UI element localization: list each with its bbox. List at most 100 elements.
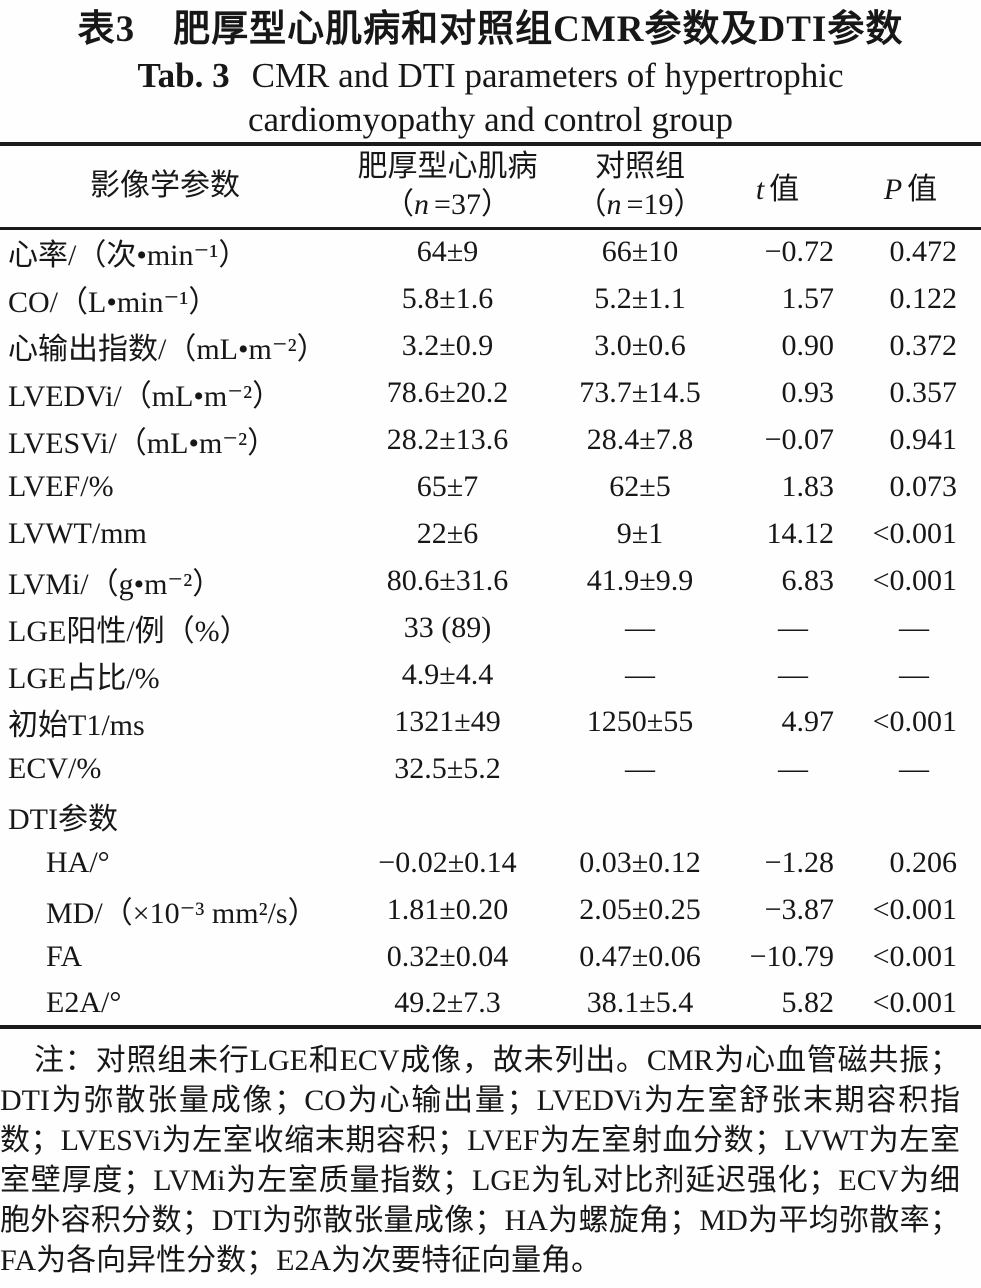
cell-control-value: —	[625, 657, 655, 691]
cell-control-value: 66±10	[601, 235, 679, 269]
row-label: E2A/°	[46, 985, 122, 1019]
cell-hcm-value: 4.9±4.4	[401, 657, 494, 691]
cell-t-value: —	[778, 657, 808, 691]
table-row: LVESVi/（mL•m⁻²） 28.2±13.6 28.4±7.8 −0.07…	[0, 416, 981, 463]
cell-p-value	[840, 792, 981, 839]
cell-p-value: —	[899, 657, 929, 691]
row-label: LVEDVi/（mL•m⁻²）	[8, 379, 283, 413]
header-control-group: 对照组 （n =19）	[576, 150, 704, 222]
cell-p-value: 0.372	[889, 328, 958, 362]
cell-t-value: —	[778, 751, 808, 785]
cell-t-value: −3.87	[764, 892, 834, 926]
cell-p-value: —	[899, 751, 929, 785]
cell-t-value: 6.83	[781, 563, 835, 597]
header-hcm-group: 肥厚型心肌病 （n =37）	[357, 150, 538, 222]
cell-hcm-value: 0.32±0.04	[386, 939, 509, 973]
cell-p-value: 0.122	[889, 281, 958, 315]
cell-control-value: 5.2±1.1	[594, 281, 686, 315]
cell-p-value: 0.357	[889, 375, 958, 409]
cell-t-value: 0.93	[781, 375, 835, 409]
table-row: FA 0.32±0.04 0.47±0.06 −10.79 <0.001	[0, 933, 981, 980]
cell-t-value: 1.57	[781, 281, 835, 315]
table-title-en-line2: cardiomyopathy and control group	[247, 100, 733, 139]
table-body: 心率/（次•min⁻¹） 64±9 66±10 −0.72 0.472 CO/（…	[0, 228, 981, 1027]
row-label: CO/（L•min⁻¹）	[8, 285, 219, 319]
cell-control-value: 38.1±5.4	[586, 985, 694, 1019]
cell-hcm-value: 5.8±1.6	[401, 281, 494, 315]
row-label: 心输出指数/（mL•m⁻²）	[8, 332, 327, 366]
cell-p-value: <0.001	[872, 563, 957, 597]
cell-t-value: −1.28	[764, 845, 834, 879]
cell-t-value: −0.07	[764, 422, 834, 456]
table-row: LGE阳性/例（%） 33 (89) — — —	[0, 604, 981, 651]
cell-p-value: —	[899, 610, 929, 644]
row-label: FA	[46, 939, 83, 973]
table-row: E2A/° 49.2±7.3 38.1±5.4 5.82 <0.001	[0, 980, 981, 1027]
cell-hcm-value: 78.6±20.2	[386, 375, 509, 409]
cell-control-value: 62±5	[609, 469, 671, 503]
cell-hcm-value: 1321±49	[394, 704, 501, 738]
cell-hcm-value: 65±7	[416, 469, 479, 503]
cell-control-value: 0.03±0.12	[579, 845, 701, 879]
cell-control-value: 73.7±14.5	[579, 375, 701, 409]
row-label: LGE阳性/例（%）	[8, 614, 250, 648]
cell-control-value: 41.9±9.9	[586, 563, 694, 597]
table-row: DTI参数	[0, 792, 981, 839]
row-label: HA/°	[46, 845, 110, 879]
cell-p-value: <0.001	[872, 939, 957, 973]
table-row: LVEF/% 65±7 62±5 1.83 0.073	[0, 463, 981, 510]
table-note: 注：对照组未行LGE和ECV成像，故未列出。CMR为心血管磁共振；DTI为弥散张…	[0, 1044, 960, 1277]
table-row: ECV/% 32.5±5.2 — — —	[0, 745, 981, 792]
cell-control-value: —	[625, 610, 655, 644]
cell-p-value: 0.073	[889, 469, 958, 503]
cell-control-value: 0.47±0.06	[579, 939, 701, 973]
row-label: LVESVi/（mL•m⁻²）	[8, 426, 278, 460]
table-row: HA/° −0.02±0.14 0.03±0.12 −1.28 0.206	[0, 839, 981, 886]
cell-hcm-value: 49.2±7.3	[394, 985, 501, 1019]
cell-control-value: 9±1	[616, 516, 664, 550]
table-row: LVEDVi/（mL•m⁻²） 78.6±20.2 73.7±14.5 0.93…	[0, 369, 981, 416]
table-row: LVMi/（g•m⁻²） 80.6±31.6 41.9±9.9 6.83 <0.…	[0, 557, 981, 604]
cell-t-value: −10.79	[749, 939, 834, 973]
cell-control-value: 28.4±7.8	[586, 422, 694, 456]
cell-p-value: <0.001	[872, 704, 957, 738]
cell-hcm-value: 80.6±31.6	[386, 563, 509, 597]
cell-p-value: <0.001	[872, 892, 957, 926]
cell-hcm-value	[330, 792, 565, 839]
cell-t-value: —	[778, 610, 808, 644]
header-imaging-parameter: 影像学参数	[90, 169, 240, 203]
cell-hcm-value: 64±9	[416, 235, 479, 269]
cell-control-value: 1250±55	[586, 704, 694, 738]
cell-control-value: 2.05±0.25	[579, 892, 701, 926]
table-row: 初始T1/ms 1321±49 1250±55 4.97 <0.001	[0, 698, 981, 745]
row-label: DTI参数	[8, 802, 118, 836]
cell-control-value	[565, 792, 715, 839]
row-label: MD/（×10⁻³ mm²/s）	[46, 896, 318, 930]
row-label: LVEF/%	[8, 469, 114, 503]
table-title-en-line1: Tab. 3 CMR and DTI parameters of hypertro…	[0, 54, 981, 98]
cell-t-value: 5.82	[781, 985, 835, 1019]
table-title-zh: 表3 肥厚型心肌病和对照组CMR参数及DTI参数	[77, 9, 904, 50]
cell-p-value: 0.206	[889, 845, 958, 879]
cell-hcm-value: 33 (89)	[403, 610, 492, 644]
table-row: LVWT/mm 22±6 9±1 14.12 <0.001	[0, 510, 981, 557]
cell-control-value: —	[625, 751, 655, 785]
cell-t-value: 4.97	[781, 704, 835, 738]
cell-hcm-value: 28.2±13.6	[386, 422, 509, 456]
row-label: LVMi/（g•m⁻²）	[8, 567, 223, 601]
cell-hcm-value: 1.81±0.20	[386, 892, 509, 926]
cell-control-value: 3.0±0.6	[594, 328, 686, 362]
cell-p-value: 0.941	[889, 422, 958, 456]
cell-hcm-value: 3.2±0.9	[401, 328, 494, 362]
table-title-en: Tab. 3 CMR and DTI parameters of hypertro…	[0, 54, 981, 142]
cell-p-value: <0.001	[872, 985, 957, 1019]
table-number-label: Tab. 3	[137, 56, 230, 95]
cell-p-value: <0.001	[872, 516, 957, 550]
cell-hcm-value: −0.02±0.14	[378, 845, 517, 879]
cell-t-value: 0.90	[781, 328, 835, 362]
